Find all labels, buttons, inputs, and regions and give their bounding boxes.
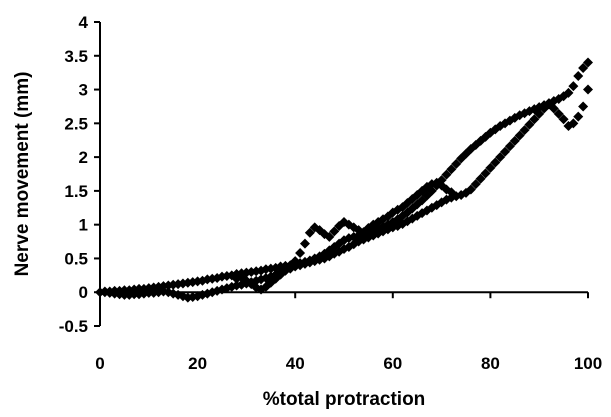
data-point xyxy=(539,103,550,114)
data-point xyxy=(553,108,564,119)
x-tick-label: 60 xyxy=(383,354,402,373)
y-axis-label: Nerve movement (mm) xyxy=(12,72,33,277)
data-point xyxy=(534,108,545,119)
data-point xyxy=(578,62,589,73)
axes xyxy=(99,22,588,326)
data-point xyxy=(573,111,584,122)
data-point xyxy=(500,146,511,157)
data-point xyxy=(299,238,310,249)
y-tick-label: 3.5 xyxy=(64,47,88,66)
data-point xyxy=(446,164,457,175)
data-point xyxy=(290,256,301,267)
data-point xyxy=(285,261,296,272)
x-tick-label: 20 xyxy=(188,354,207,373)
data-point xyxy=(578,101,589,112)
data-point xyxy=(329,226,340,237)
data-point xyxy=(490,157,501,168)
y-tick-label: -0.5 xyxy=(59,317,88,336)
y-tick-label: 0.5 xyxy=(64,249,88,268)
data-point xyxy=(451,158,462,169)
data-point xyxy=(495,152,506,163)
x-tick-label: 80 xyxy=(481,354,500,373)
y-tick-label: 2 xyxy=(79,148,88,167)
data-point xyxy=(485,127,496,138)
y-tick-label: 1.5 xyxy=(64,182,88,201)
x-tick-label: 100 xyxy=(574,354,602,373)
data-point xyxy=(446,187,457,198)
data-point xyxy=(470,179,481,190)
data-point xyxy=(509,135,520,146)
y-tick-label: 0 xyxy=(79,283,88,302)
data-point xyxy=(563,87,574,98)
y-tick-label: 1 xyxy=(79,216,88,235)
data-points xyxy=(95,57,593,303)
data-point xyxy=(568,81,579,92)
x-tick-label: 40 xyxy=(286,354,305,373)
x-axis-label: %total protraction xyxy=(263,389,426,410)
data-point xyxy=(529,114,540,125)
data-point xyxy=(524,119,535,130)
y-tick-label: 2.5 xyxy=(64,114,88,133)
data-point xyxy=(324,231,335,242)
data-point xyxy=(295,248,306,259)
y-tick-label: 4 xyxy=(79,13,89,32)
data-point xyxy=(563,121,574,132)
data-point xyxy=(514,130,525,141)
data-point xyxy=(304,227,315,238)
data-point xyxy=(519,125,530,136)
y-tick-label: 3 xyxy=(79,81,88,100)
data-point xyxy=(485,162,496,173)
data-point xyxy=(480,168,491,179)
axis-ticks: -0.500.511.522.533.540 20 40 60 80 100 xyxy=(59,13,602,373)
data-point xyxy=(504,141,515,152)
data-point xyxy=(583,84,593,95)
data-point xyxy=(558,114,569,125)
data-point xyxy=(573,71,584,82)
data-point xyxy=(475,173,486,184)
data-point xyxy=(334,246,345,257)
data-point xyxy=(583,57,593,68)
x-tick-label: 0 xyxy=(95,354,104,373)
data-point xyxy=(441,169,452,180)
data-point xyxy=(99,287,110,298)
